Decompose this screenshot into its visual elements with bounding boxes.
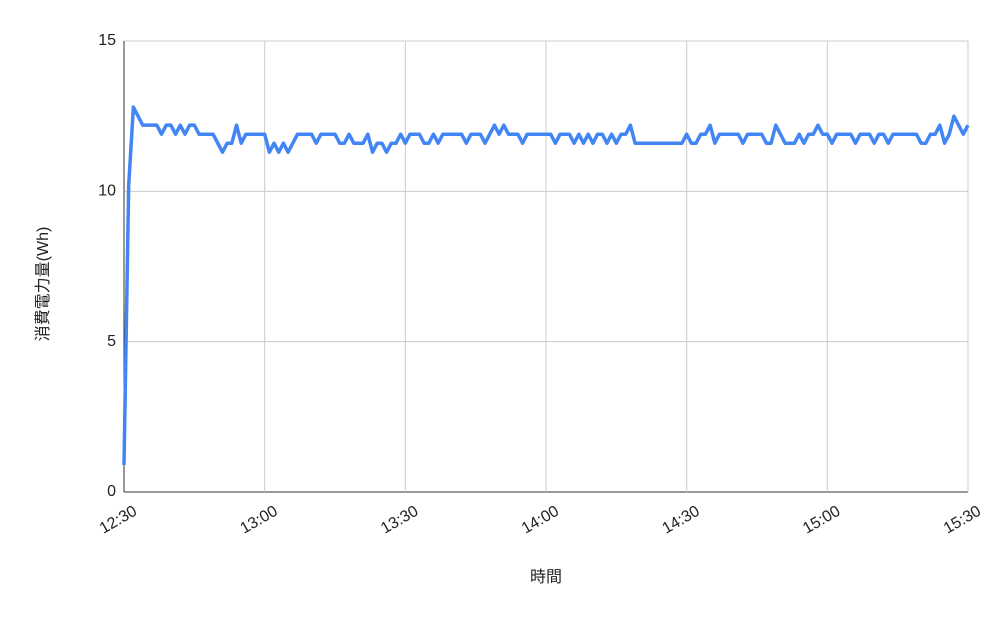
y-tick-label: 15 (98, 32, 116, 49)
y-tick-label: 10 (98, 183, 116, 200)
y-tick-label: 0 (107, 483, 116, 500)
y-tick-label: 5 (107, 333, 116, 350)
x-axis-title: 時間 (530, 568, 562, 586)
y-axis-title: 消費電力量(Wh) (34, 227, 52, 342)
line-series (122, 105, 970, 465)
